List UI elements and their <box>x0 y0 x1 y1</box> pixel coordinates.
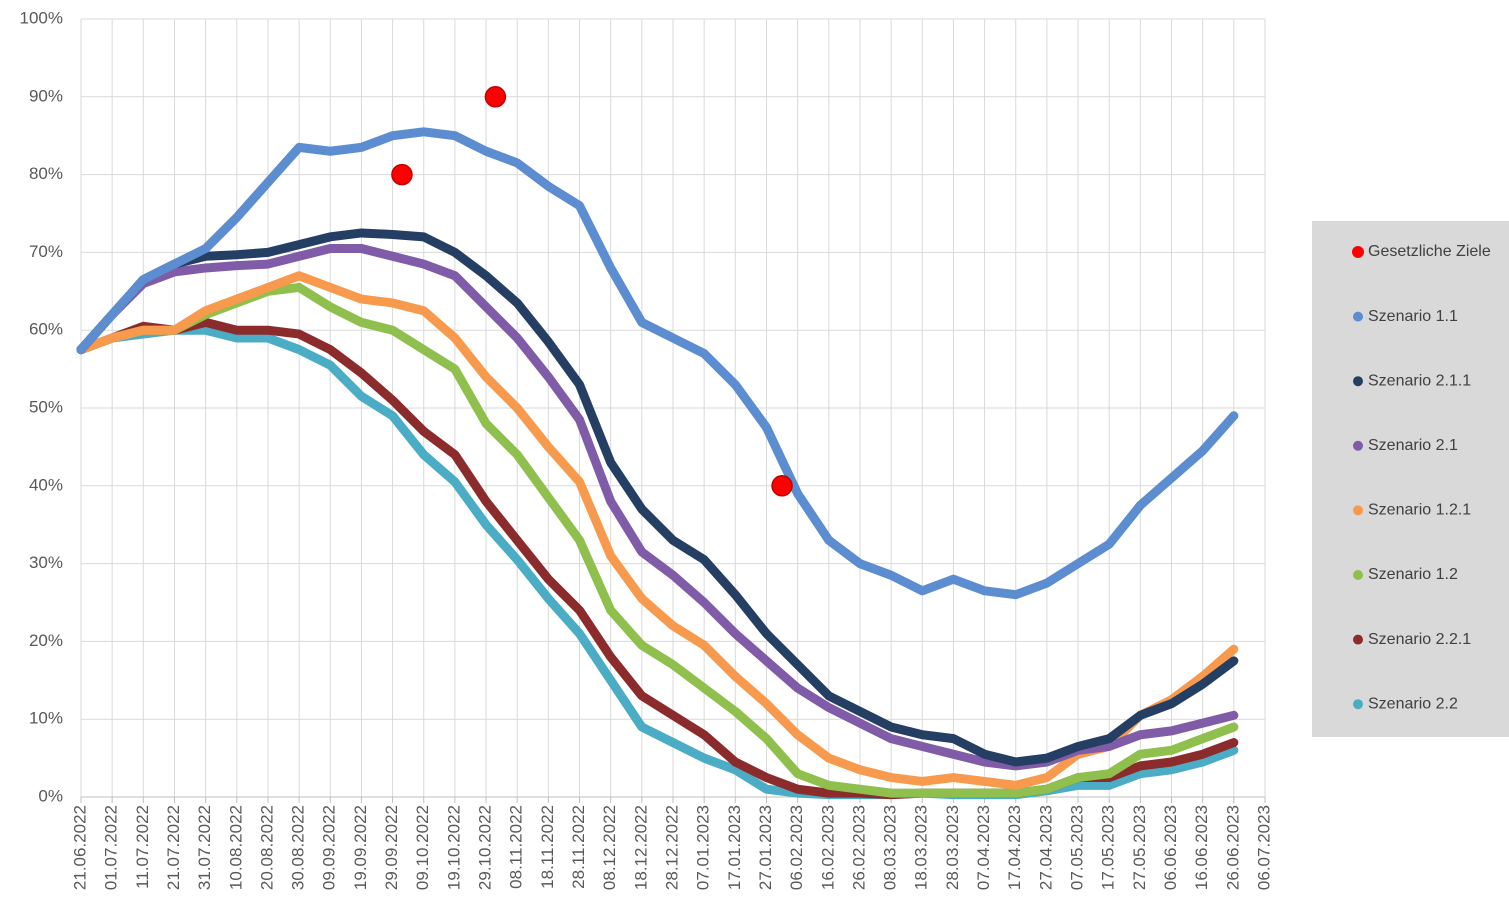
x-tick-label: 21.06.2022 <box>70 805 89 890</box>
x-tick-label: 31.07.2022 <box>195 805 214 890</box>
legend-label: Szenario 1.1 <box>1368 308 1458 325</box>
legend-marker <box>1353 570 1363 580</box>
x-tick-label: 17.04.2023 <box>1005 805 1024 890</box>
series-line <box>76 282 1239 798</box>
x-tick-label: 09.09.2022 <box>320 805 339 890</box>
x-tick-label: 16.06.2023 <box>1192 805 1211 890</box>
x-tick-label: 07.05.2023 <box>1068 805 1087 890</box>
legend-label: Szenario 2.2 <box>1368 695 1458 712</box>
legend-label: Szenario 2.1 <box>1368 437 1458 454</box>
x-tick-label: 29.10.2022 <box>476 805 495 890</box>
x-tick-label: 08.12.2022 <box>600 805 619 890</box>
y-tick-label: 60% <box>29 320 63 339</box>
x-tick-label: 20.08.2022 <box>257 805 276 890</box>
x-tick-label: 18.11.2022 <box>538 805 557 889</box>
legend-marker <box>1352 246 1364 258</box>
legend-marker <box>1353 311 1363 322</box>
x-tick-label: 28.03.2023 <box>943 805 962 890</box>
x-tick-label: 06.06.2023 <box>1161 805 1180 890</box>
y-tick-label: 0% <box>38 786 63 805</box>
x-tick-label: 29.09.2022 <box>382 805 401 890</box>
legend-label: Szenario 2.1.1 <box>1368 372 1471 389</box>
y-tick-label: 10% <box>29 709 63 728</box>
legend-marker <box>1353 505 1363 516</box>
x-tick-label: 06.07.2023 <box>1254 805 1273 890</box>
target-point <box>391 163 413 186</box>
series-line <box>76 127 1239 600</box>
target-point <box>484 86 507 108</box>
x-tick-label: 01.07.2022 <box>102 805 121 890</box>
legend-label: Szenario 1.2.1 <box>1368 502 1471 519</box>
x-tick-label: 08.03.2023 <box>881 805 900 890</box>
x-tick-label: 09.10.2022 <box>413 805 432 890</box>
x-tick-label: 27.04.2023 <box>1036 805 1055 890</box>
x-tick-label: 07.01.2023 <box>694 805 713 890</box>
legend-label: Gesetzliche Ziele <box>1368 243 1491 260</box>
legend-marker <box>1353 699 1363 710</box>
x-tick-label: 28.11.2022 <box>569 805 588 889</box>
x-tick-label: 19.10.2022 <box>444 805 463 890</box>
legend-box <box>1312 221 1509 737</box>
y-tick-label: 30% <box>29 553 63 572</box>
series-line <box>76 228 1239 767</box>
y-tick-label: 50% <box>29 397 63 416</box>
x-tick-label: 21.07.2022 <box>164 805 183 890</box>
legend-label: Szenario 1.2 <box>1368 566 1458 583</box>
y-tick-label: 70% <box>29 242 63 261</box>
x-tick-label: 30.08.2022 <box>289 805 308 890</box>
x-tick-label: 17.05.2023 <box>1099 805 1118 890</box>
x-tick-label: 26.06.2023 <box>1223 805 1242 890</box>
legend-marker <box>1353 376 1363 387</box>
x-tick-label: 11.07.2022 <box>133 805 152 889</box>
y-tick-label: 20% <box>29 631 63 650</box>
x-tick-label: 27.01.2023 <box>756 805 775 890</box>
y-tick-label: 40% <box>29 475 63 494</box>
x-tick-label: 28.12.2022 <box>662 805 681 890</box>
x-tick-label: 10.08.2022 <box>226 805 245 890</box>
x-tick-label: 19.09.2022 <box>351 805 370 890</box>
x-tick-label: 07.04.2023 <box>974 805 993 890</box>
y-tick-label: 80% <box>29 164 63 183</box>
y-tick-label: 100% <box>20 8 63 27</box>
legend-marker <box>1353 634 1363 645</box>
series-line <box>76 271 1239 790</box>
x-tick-label: 06.02.2023 <box>787 805 806 890</box>
y-tick-label: 90% <box>29 86 63 105</box>
legend-label: Szenario 2.2.1 <box>1368 631 1471 648</box>
x-tick-label: 18.03.2023 <box>912 805 931 890</box>
x-tick-label: 27.05.2023 <box>1130 805 1149 890</box>
x-tick-label: 26.02.2023 <box>849 805 868 890</box>
target-point <box>771 475 793 497</box>
x-tick-label: 18.12.2022 <box>631 805 650 890</box>
legend-marker <box>1353 440 1363 451</box>
x-tick-label: 08.11.2022 <box>507 805 526 889</box>
x-tick-label: 17.01.2023 <box>725 805 744 890</box>
x-tick-label: 16.02.2023 <box>818 805 837 890</box>
